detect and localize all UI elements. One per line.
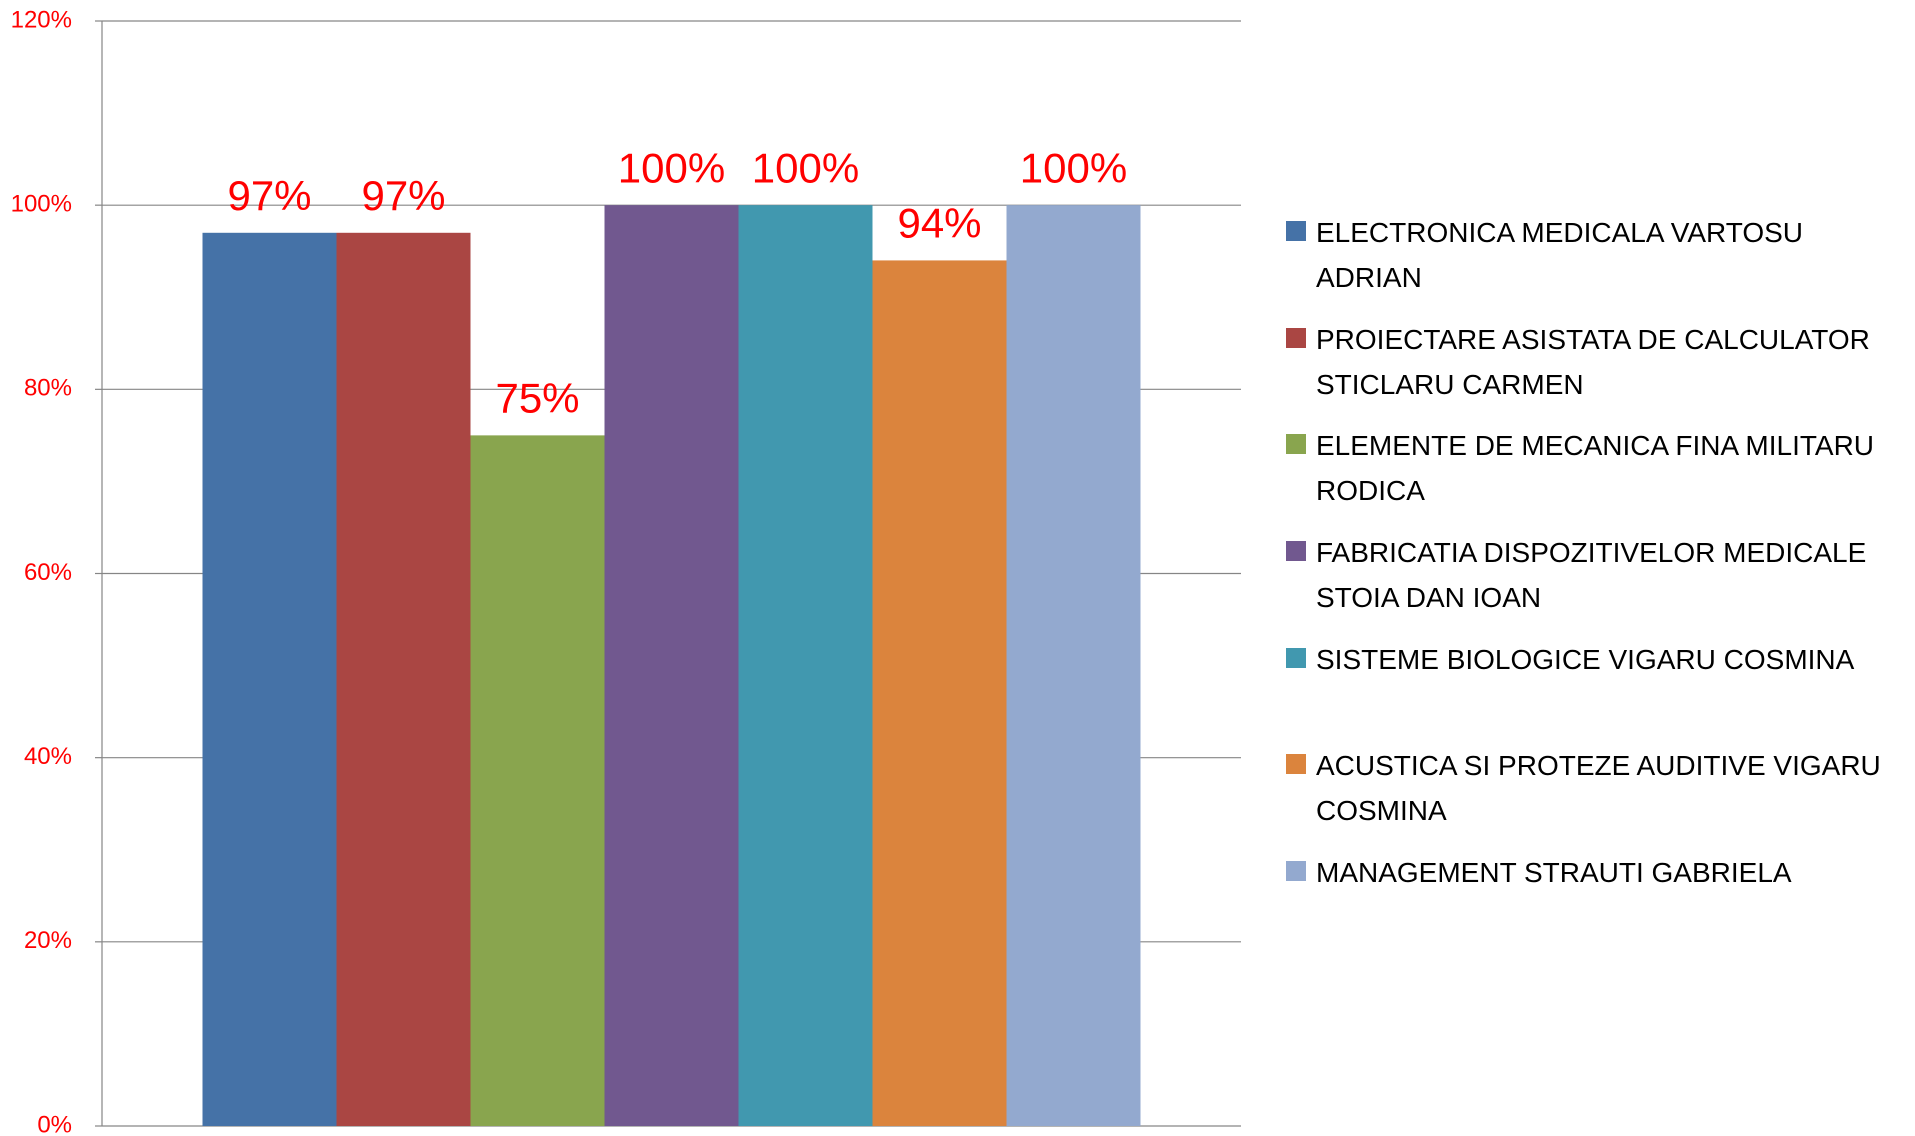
legend-swatch (1286, 221, 1306, 241)
legend-item: FABRICATIA DISPOZITIVELOR MEDICALE STOIA… (1286, 530, 1911, 620)
legend-item: MANAGEMENT STRAUTI GABRIELA (1286, 850, 1911, 895)
legend-swatch (1286, 328, 1306, 348)
data-label: 97% (361, 172, 445, 219)
bar (470, 435, 605, 1126)
legend-label: FABRICATIA DISPOZITIVELOR MEDICALE STOIA… (1316, 537, 1867, 613)
bar (604, 205, 739, 1126)
legend-label: SISTEME BIOLOGICE VIGARU COSMINA (1316, 644, 1855, 675)
legend-swatch (1286, 754, 1306, 774)
data-label: 100% (752, 144, 859, 191)
bar (202, 232, 337, 1126)
bar (872, 260, 1007, 1127)
y-tick-label: 120% (11, 6, 72, 33)
bar (738, 205, 873, 1126)
bar (1006, 205, 1141, 1126)
data-label: 100% (618, 144, 725, 191)
legend-label: PROIECTARE ASISTATA DE CALCULATOR STICLA… (1316, 324, 1870, 400)
y-tick-label: 40% (24, 743, 72, 770)
legend-item: ACUSTICA SI PROTEZE AUDITIVE VIGARU COSM… (1286, 743, 1911, 833)
data-label: 94% (897, 200, 981, 247)
legend-swatch (1286, 861, 1306, 881)
legend-item: ELEMENTE DE MECANICA FINA MILITARU RODIC… (1286, 423, 1911, 513)
y-tick-label: 100% (11, 191, 72, 218)
data-label: 97% (227, 172, 311, 219)
legend-label: ACUSTICA SI PROTEZE AUDITIVE VIGARU COSM… (1316, 750, 1881, 826)
y-tick-label: 60% (24, 559, 72, 586)
y-tick-label: 80% (24, 375, 72, 402)
legend-swatch (1286, 541, 1306, 561)
y-tick-label: 0% (37, 1111, 72, 1136)
legend-swatch (1286, 434, 1306, 454)
legend-label: MANAGEMENT STRAUTI GABRIELA (1316, 857, 1792, 888)
data-label: 75% (495, 374, 579, 421)
legend-label: ELEMENTE DE MECANICA FINA MILITARU RODIC… (1316, 430, 1875, 506)
chart: 0% 20% 40% 60% 80% 100% 120% 97% 97% 75% 100% 100% 9… (11, 6, 1241, 1136)
legend-item: ELECTRONICA MEDICALA VARTOSU ADRIAN (1286, 210, 1911, 300)
legend-swatch (1286, 648, 1306, 668)
legend-item: PROIECTARE ASISTATA DE CALCULATOR STICLA… (1286, 317, 1911, 407)
legend-item: SISTEME BIOLOGICE VIGARU COSMINA (1286, 637, 1911, 682)
data-label: 100% (1020, 144, 1127, 191)
legend-label: ELECTRONICA MEDICALA VARTOSU ADRIAN (1316, 217, 1804, 293)
y-tick-label: 20% (24, 927, 72, 954)
bar (336, 232, 471, 1126)
